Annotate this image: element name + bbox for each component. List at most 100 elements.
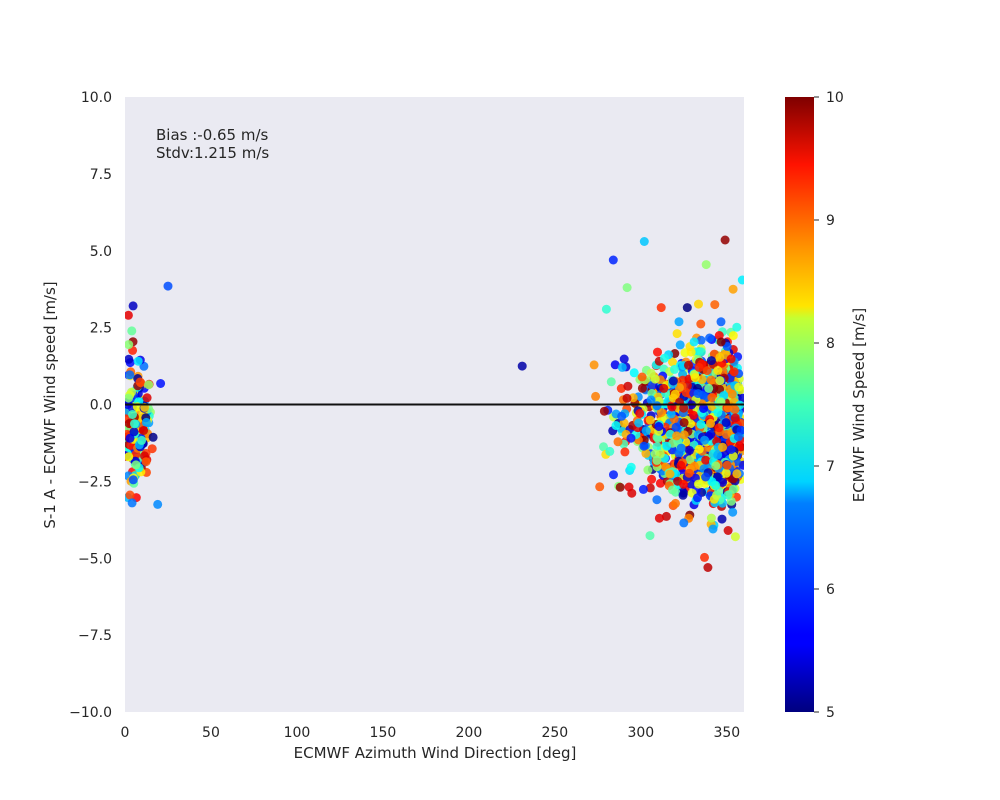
scatter-point xyxy=(638,484,648,494)
scatter-point xyxy=(702,366,712,376)
scatter-point xyxy=(684,468,694,478)
scatter-point xyxy=(613,437,623,447)
scatter-point xyxy=(722,460,732,470)
scatter-point xyxy=(125,490,135,500)
scatter-point xyxy=(700,552,709,562)
scatter-point xyxy=(622,283,632,293)
scatter-point xyxy=(608,255,618,265)
scatter-point xyxy=(127,498,137,508)
scatter-point xyxy=(694,299,703,309)
scatter-point xyxy=(723,526,733,535)
scatter-point xyxy=(714,423,724,433)
y-axis-label: S-1 A - ECMWF Wind speed [m/s] xyxy=(41,281,59,528)
scatter-point xyxy=(125,393,133,403)
scatter-point xyxy=(706,375,716,385)
scatter-point xyxy=(672,431,682,441)
colorbar-tick-label: 7 xyxy=(826,459,835,475)
y-tick-label: −7.5 xyxy=(78,628,112,644)
scatter-point xyxy=(611,421,621,430)
scatter-point xyxy=(610,360,620,370)
scatter-point xyxy=(125,340,134,350)
scatter-point xyxy=(127,326,137,336)
scatter-point xyxy=(716,337,726,347)
scatter-point xyxy=(713,366,723,375)
scatter-point xyxy=(148,432,158,442)
scatter-point xyxy=(144,380,154,390)
scatter-point xyxy=(639,441,649,451)
scatter-point xyxy=(668,485,677,495)
scatter-point xyxy=(728,331,738,341)
scatter-point xyxy=(721,468,731,478)
scatter-point xyxy=(694,444,704,454)
scatter-point xyxy=(701,455,711,465)
y-tick-label: 10.0 xyxy=(81,90,112,106)
colorbar xyxy=(785,97,814,712)
scatter-points xyxy=(125,235,744,572)
scatter-point xyxy=(726,354,736,364)
scatter-point xyxy=(650,374,660,384)
y-tick-label: −10.0 xyxy=(69,705,112,721)
scatter-point xyxy=(591,391,601,401)
y-tick-label: −2.5 xyxy=(78,474,112,490)
scatter-point xyxy=(624,482,634,492)
scatter-point xyxy=(141,457,151,467)
scatter-point xyxy=(676,460,686,470)
scatter-point xyxy=(689,461,699,471)
scatter-point xyxy=(733,432,743,442)
scatter-point xyxy=(639,237,649,246)
scatter-point xyxy=(125,370,135,380)
scatter-point xyxy=(660,353,669,363)
scatter-point xyxy=(728,484,738,494)
scatter-point xyxy=(130,419,139,429)
scatter-point xyxy=(139,426,149,435)
scatter-point xyxy=(137,435,147,445)
y-tick-label: 5.0 xyxy=(90,244,112,260)
scatter-point xyxy=(652,455,662,465)
scatter-point xyxy=(595,482,605,492)
scatter-point xyxy=(721,418,731,428)
scatter-point xyxy=(706,418,715,428)
scatter-point xyxy=(645,483,655,493)
scatter-point xyxy=(641,426,651,436)
scatter-point xyxy=(653,347,662,357)
scatter-point xyxy=(656,303,666,313)
scatter-point xyxy=(732,469,742,479)
scatter-point xyxy=(131,460,141,470)
scatter-point xyxy=(715,376,725,386)
scatter-point xyxy=(693,389,703,399)
colorbar-tick-label: 10 xyxy=(826,90,844,106)
scatter-point xyxy=(665,469,675,479)
scatter-point xyxy=(645,415,655,425)
stdv-annotation: Stdv:1.215 m/s xyxy=(156,144,269,162)
scatter-point xyxy=(147,444,157,454)
x-tick-label: 350 xyxy=(713,725,740,741)
scatter-point xyxy=(647,474,657,484)
scatter-point xyxy=(693,493,702,503)
scatter-point xyxy=(713,450,723,460)
scatter-point xyxy=(125,354,134,364)
scatter-point xyxy=(730,413,740,423)
scatter-point xyxy=(125,433,135,443)
scatter-point xyxy=(626,462,636,472)
scatter-point xyxy=(700,435,710,445)
scatter-point xyxy=(679,418,689,428)
y-tick-label: −5.0 xyxy=(78,551,112,567)
scatter-point xyxy=(589,360,599,370)
scatter-point xyxy=(718,477,728,487)
scatter-point xyxy=(641,448,651,458)
scatter-point xyxy=(661,511,671,521)
scatter-point xyxy=(646,395,656,405)
scatter-point xyxy=(710,300,720,310)
scatter-point xyxy=(704,383,714,393)
scatter-point xyxy=(599,406,609,416)
scatter-point xyxy=(674,317,684,327)
scatter-point xyxy=(128,410,137,419)
scatter-point xyxy=(696,319,706,329)
scatter-point xyxy=(696,419,706,429)
scatter-point xyxy=(679,479,688,489)
x-tick-label: 250 xyxy=(541,725,568,741)
colorbar-label: ECMWF Wind Speed [m/s] xyxy=(850,308,868,503)
scatter-point xyxy=(643,465,653,475)
scatter-point xyxy=(670,364,679,374)
scatter-point xyxy=(690,373,700,383)
